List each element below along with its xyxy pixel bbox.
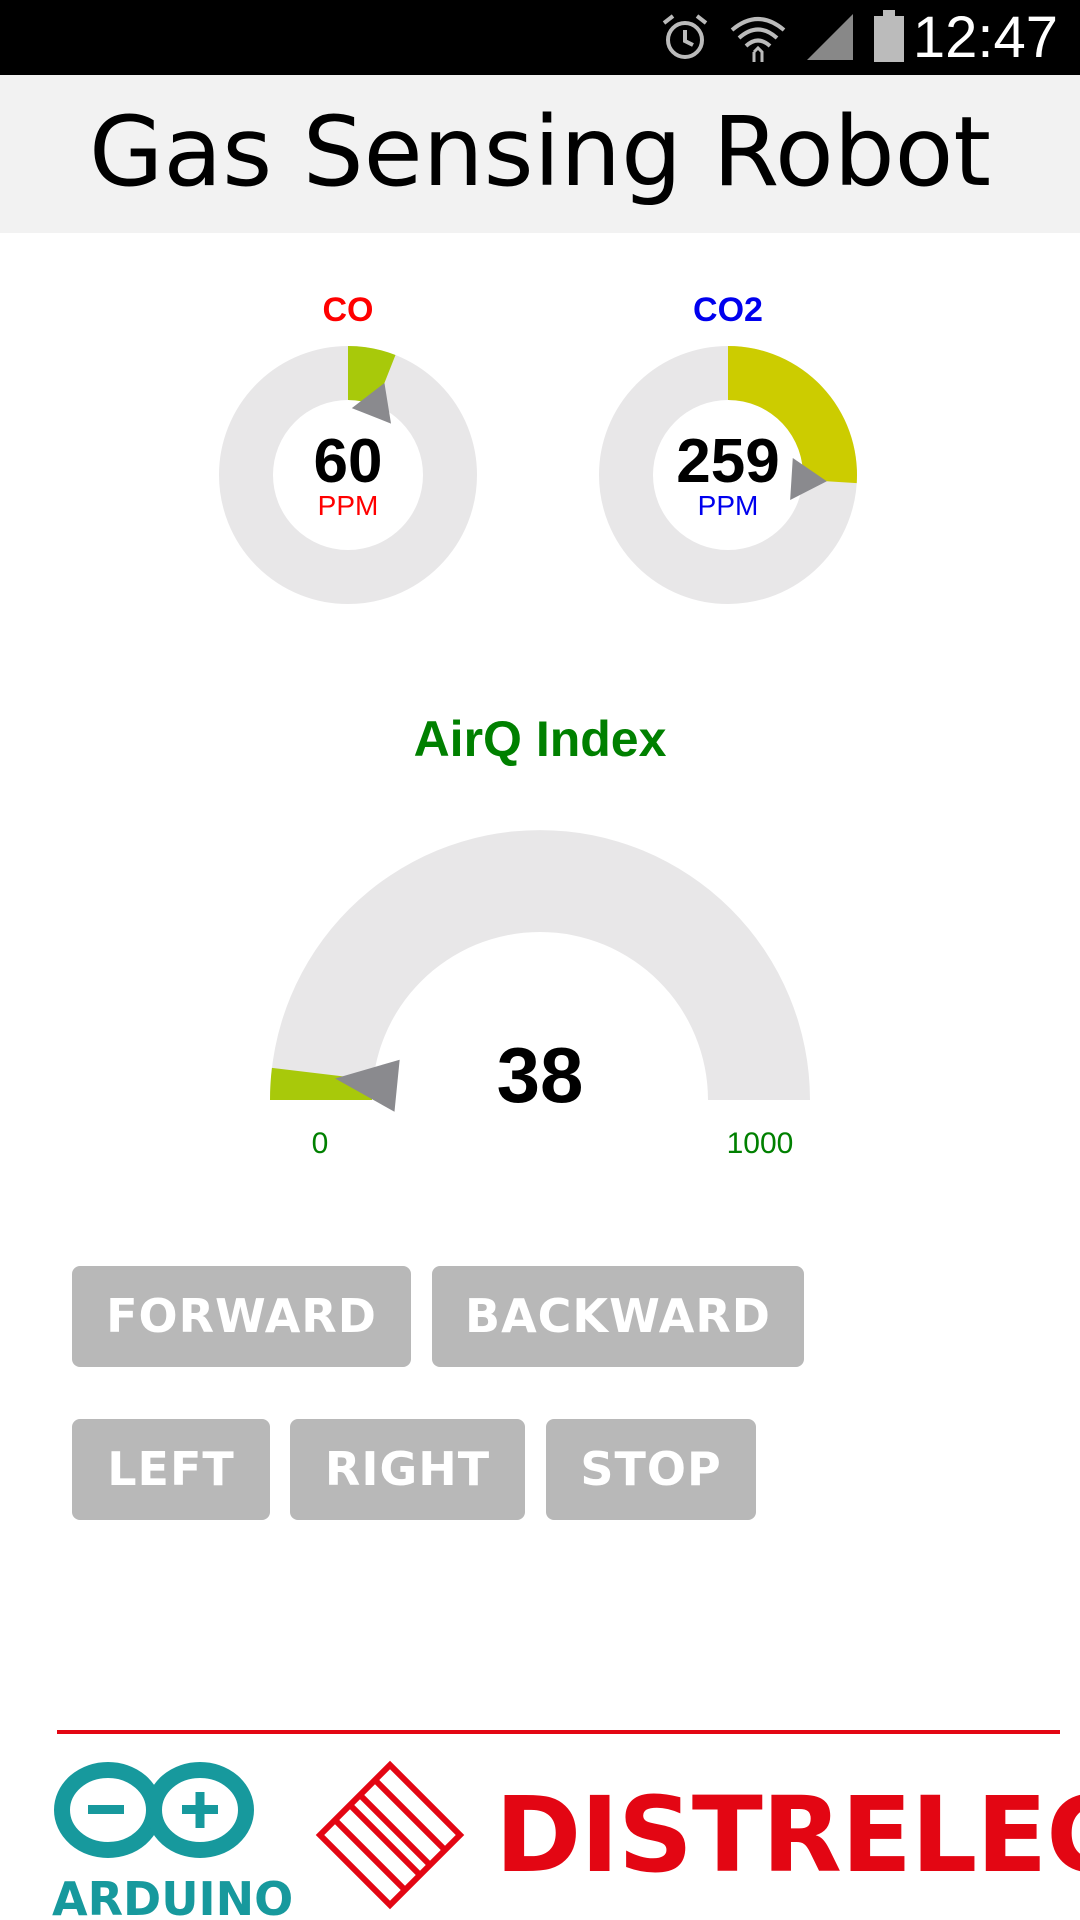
airq-gauge-fill (270, 1067, 374, 1100)
co2-value: 259 (676, 427, 780, 496)
airq-value: 38 (496, 1031, 584, 1119)
airq-title: AirQ Index (413, 711, 667, 767)
alarm-icon (662, 14, 708, 59)
battery-icon (874, 10, 904, 62)
wifi-icon (730, 17, 786, 62)
footer-divider (57, 1730, 1060, 1734)
page-title: Gas Sensing Robot (88, 96, 991, 208)
airq-gauge-needle (335, 1059, 400, 1112)
right-button[interactable]: RIGHT (290, 1419, 525, 1520)
co-value: 60 (313, 427, 383, 496)
arduino-logo-icon (54, 1762, 254, 1858)
status-bar: 12:47 (0, 0, 1080, 75)
co-gauge (219, 346, 477, 604)
co-gauge-fill (348, 346, 396, 406)
app-header: Gas Sensing Robot (0, 75, 1080, 233)
distrelec-logo-icon (315, 1760, 465, 1910)
stop-button[interactable]: STOP (546, 1419, 756, 1520)
co-label: CO (322, 291, 374, 329)
status-time: 12:47 (912, 5, 1058, 70)
airq-gauge-track (270, 830, 810, 1100)
backward-button[interactable]: BACKWARD (432, 1266, 804, 1367)
co2-gauge-needle (790, 457, 827, 501)
co-gauge-needle (351, 382, 392, 424)
airq-max-label: 1000 (726, 1127, 794, 1160)
airq-gauge (270, 830, 810, 1112)
co2-unit: PPM (697, 490, 759, 521)
forward-button[interactable]: FORWARD (72, 1266, 411, 1367)
signal-icon (807, 14, 853, 60)
co2-label: CO2 (693, 291, 763, 329)
co-unit: PPM (317, 490, 379, 521)
co2-gauge-fill (728, 346, 857, 484)
distrelec-wordmark: DISTRELEC (495, 1774, 1080, 1896)
airq-min-label: 0 (311, 1127, 329, 1160)
left-button[interactable]: LEFT (72, 1419, 270, 1520)
arduino-wordmark: ARDUINO (52, 1872, 294, 1920)
co2-gauge (599, 346, 857, 604)
